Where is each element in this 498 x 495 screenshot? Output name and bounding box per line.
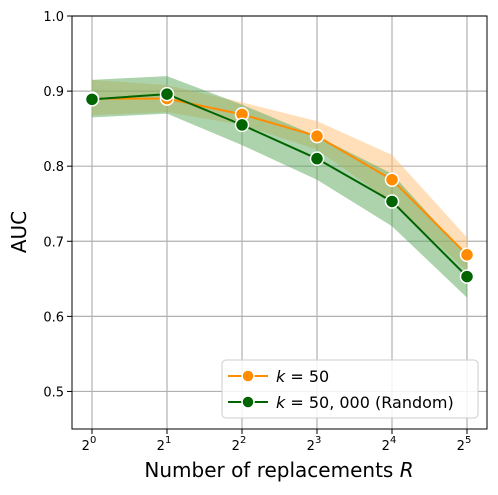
x-tick-label: 22 — [232, 435, 247, 454]
legend-marker-series-1 — [241, 369, 255, 383]
legend-label-series-1: k = 50 — [276, 367, 329, 386]
x-tick-exponent: 3 — [315, 435, 321, 446]
x-axis-ticks: 20 21 22 23 24 25 — [82, 429, 472, 454]
point-series-1 — [459, 247, 475, 263]
x-tick-base: 2 — [157, 439, 165, 454]
x-tick-exponent: 1 — [165, 435, 171, 446]
line-series-2 — [91, 93, 468, 278]
series-lines — [91, 93, 468, 278]
y-tick-label: 1.0 — [43, 10, 64, 25]
x-tick-exponent: 2 — [240, 435, 246, 446]
x-tick-base: 2 — [82, 439, 90, 454]
y-axis-ticks: 0.5 0.6 0.7 0.8 0.9 1.0 — [43, 10, 72, 400]
legend-label-series-1-rest: = 50 — [285, 367, 329, 386]
point-series-2 — [234, 117, 250, 133]
x-tick-label: 24 — [382, 435, 397, 454]
y-tick-label: 0.9 — [43, 85, 64, 100]
series-markers — [84, 86, 475, 284]
x-axis-label-text: Number of replacements — [144, 458, 393, 482]
x-axis-label: Number of replacements R — [144, 458, 413, 482]
x-tick-base: 2 — [457, 439, 465, 454]
y-tick-label: 0.6 — [43, 310, 64, 325]
x-axis-label-variable: R — [400, 458, 414, 482]
x-tick-exponent: 5 — [465, 435, 471, 446]
plot-frame — [71, 15, 488, 430]
legend-entry-series-1: k = 50 — [228, 367, 329, 386]
x-tick-base: 2 — [232, 439, 240, 454]
legend-marker-series-2 — [241, 395, 255, 409]
y-tick-label: 0.7 — [43, 235, 64, 250]
point-series-1 — [309, 128, 325, 144]
confidence-bands — [92, 76, 467, 298]
legend-label-series-2-rest: = 50, 000 (Random) — [285, 393, 453, 412]
y-axis-label: AUC — [7, 211, 31, 253]
x-tick-label: 20 — [82, 435, 97, 454]
legend-entry-series-2: k = 50, 000 (Random) — [228, 393, 454, 412]
point-series-2 — [159, 86, 175, 102]
point-series-2 — [309, 151, 325, 166]
point-series-1 — [384, 172, 400, 187]
legend: k = 50 k = 50, 000 (Random) — [221, 359, 479, 419]
point-series-2 — [84, 92, 100, 107]
x-tick-label: 23 — [307, 435, 322, 454]
x-tick-base: 2 — [382, 439, 390, 454]
legend-label-series-2-var: k — [276, 393, 286, 412]
point-series-2 — [459, 269, 475, 284]
legend-label-series-1-var: k — [276, 367, 286, 386]
line-series-1 — [92, 97, 468, 256]
x-tick-label: 25 — [457, 435, 472, 454]
x-tick-label: 21 — [157, 435, 172, 454]
x-tick-exponent: 4 — [390, 435, 396, 446]
x-tick-exponent: 0 — [90, 435, 96, 446]
point-series-2 — [384, 194, 400, 209]
y-tick-label: 0.5 — [43, 385, 64, 400]
legend-frame — [221, 359, 479, 419]
y-tick-label: 0.8 — [43, 160, 64, 175]
legend-label-series-2: k = 50, 000 (Random) — [276, 393, 454, 412]
x-tick-base: 2 — [307, 439, 315, 454]
